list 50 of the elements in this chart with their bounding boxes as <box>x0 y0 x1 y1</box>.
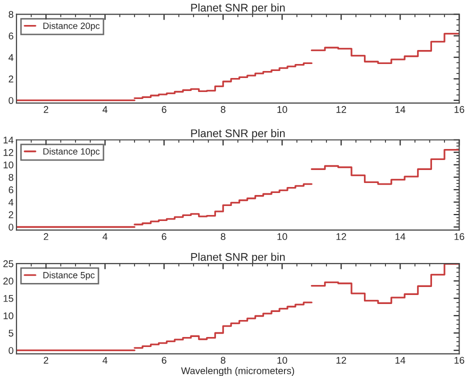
x-tick-label: 12 <box>336 233 346 240</box>
x-tick-label: 4 <box>102 233 108 240</box>
y-tick-label: 8 <box>8 11 14 18</box>
x-tick-label: 10 <box>277 106 288 113</box>
y-tick-label: 0 <box>8 347 14 354</box>
x-tick-label: 10 <box>277 356 288 364</box>
x-tick-label: 10 <box>277 233 288 240</box>
x-tick-label: 8 <box>220 106 226 113</box>
x-tick-label: 14 <box>396 106 406 113</box>
x-tick-label: 14 <box>396 356 406 364</box>
legend-label: Distance 20pc <box>43 22 100 31</box>
y-tick-label: 10 <box>4 162 14 168</box>
x-tick-label: 2 <box>44 106 48 113</box>
x-tick-label: 6 <box>162 356 166 364</box>
x-tick-label: 8 <box>220 356 226 364</box>
chart-title: Planet SNR per bin <box>191 129 285 140</box>
x-tick-label: 4 <box>102 356 108 364</box>
chart-title: Planet SNR per bin <box>191 252 285 264</box>
y-tick-label: 14 <box>4 136 14 144</box>
y-tick-label: 25 <box>3 260 14 268</box>
legend-label: Distance 5pc <box>43 272 95 280</box>
x-tick-label: 4 <box>102 106 108 113</box>
y-tick-label: 2 <box>8 76 14 82</box>
y-tick-label: 8 <box>8 174 14 181</box>
x-tick-label: 16 <box>454 106 464 113</box>
y-tick-label: 4 <box>8 198 14 206</box>
x-tick-label: 12 <box>336 356 346 364</box>
y-tick-label: 5 <box>8 330 14 337</box>
x-tick-label: 14 <box>396 233 406 240</box>
y-tick-label: 15 <box>4 295 14 302</box>
chart-title: Planet SNR per bin <box>191 3 285 14</box>
y-tick-label: 12 <box>4 149 14 156</box>
x-tick-label: 8 <box>220 233 226 240</box>
x-tick-label: 2 <box>44 356 48 364</box>
x-tick-label: 6 <box>162 106 166 113</box>
y-tick-label: 2 <box>8 211 14 218</box>
legend-label: Distance 10pc <box>43 148 100 156</box>
x-tick-label: 12 <box>336 106 346 113</box>
x-tick-label: 2 <box>44 233 48 240</box>
x-tick-label: 6 <box>162 233 166 240</box>
y-tick-label: 6 <box>8 32 14 40</box>
y-tick-label: 20 <box>3 278 14 285</box>
y-tick-label: 0 <box>8 224 14 231</box>
x-tick-label: 16 <box>454 356 464 364</box>
x-tick-label: 16 <box>454 233 464 240</box>
x-axis-title: Wavelength (micrometers) <box>181 367 294 376</box>
y-tick-label: 10 <box>4 312 14 320</box>
y-tick-label: 6 <box>8 186 14 194</box>
y-tick-label: 4 <box>8 54 14 61</box>
y-tick-label: 0 <box>8 97 14 104</box>
